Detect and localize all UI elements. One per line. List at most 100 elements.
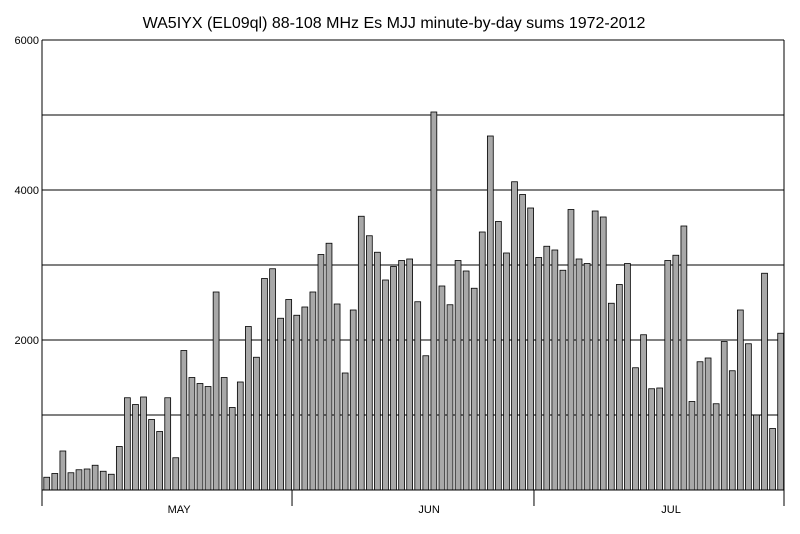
bar	[551, 249, 559, 491]
bar	[462, 270, 470, 491]
x-month-label: MAY	[168, 504, 192, 516]
bar	[648, 388, 655, 491]
x-month-labels: MAY JUN JUL	[168, 504, 681, 516]
bar	[503, 252, 510, 491]
bar	[349, 309, 357, 491]
bar	[519, 194, 526, 491]
bar	[567, 209, 575, 491]
bar	[293, 314, 301, 491]
bar	[188, 377, 196, 491]
bar	[591, 210, 599, 491]
bar	[438, 285, 446, 491]
bar	[664, 260, 672, 491]
bar	[737, 309, 744, 491]
bar	[511, 181, 518, 491]
bar	[720, 341, 728, 491]
bar	[51, 473, 59, 491]
bar	[277, 317, 284, 491]
bar	[245, 326, 252, 491]
chart-title: WA5IYX (EL09ql) 88-108 MHz Es MJJ minute…	[143, 15, 646, 32]
y-tick-label: 6000	[15, 35, 39, 47]
bar	[616, 284, 623, 491]
y-tick-label: 2000	[15, 335, 39, 347]
bar	[535, 257, 543, 491]
bar	[301, 306, 309, 491]
bar	[390, 266, 397, 491]
bar	[107, 473, 115, 491]
bar	[422, 355, 430, 491]
axes	[41, 40, 785, 506]
bar	[745, 343, 752, 491]
bars	[43, 111, 784, 491]
bar	[583, 263, 591, 491]
bar	[357, 215, 365, 491]
bar	[43, 476, 51, 491]
bar	[59, 450, 67, 491]
bar	[236, 381, 244, 491]
bar	[575, 258, 583, 491]
bar	[640, 334, 647, 491]
x-month-label: JUN	[418, 504, 439, 516]
bar	[382, 279, 389, 491]
bar	[180, 350, 188, 491]
bar	[220, 377, 228, 491]
bar	[398, 260, 405, 491]
bar	[680, 225, 688, 491]
bar	[172, 457, 180, 491]
bar	[99, 470, 107, 491]
bar	[672, 254, 680, 491]
bar	[632, 367, 639, 491]
bar	[454, 260, 462, 491]
bar	[91, 464, 99, 491]
bar	[446, 304, 454, 491]
x-month-label: JUL	[661, 504, 681, 516]
bar	[83, 468, 91, 491]
bar	[486, 135, 494, 491]
y-tick-label: 4000	[15, 185, 39, 197]
bar	[430, 111, 438, 491]
bar	[753, 414, 760, 491]
bar	[624, 263, 631, 491]
bar	[478, 231, 486, 491]
bar	[156, 431, 163, 491]
bar	[317, 254, 325, 491]
bar	[309, 291, 317, 491]
bar	[543, 245, 551, 491]
bar	[325, 242, 333, 491]
y-tick-labels: 2000 4000 6000	[15, 35, 39, 347]
bar	[599, 216, 607, 491]
bar	[148, 419, 155, 491]
bar	[470, 287, 478, 491]
bar	[777, 332, 784, 491]
bar	[728, 370, 736, 491]
bar	[140, 396, 147, 491]
bar	[269, 268, 276, 491]
bar	[374, 251, 381, 491]
bar	[688, 401, 696, 491]
bar	[527, 207, 534, 491]
bar	[285, 299, 293, 491]
bar	[124, 397, 131, 491]
bar	[75, 469, 83, 491]
bar	[196, 383, 204, 491]
bar	[204, 386, 212, 491]
bar	[769, 428, 776, 491]
bar	[67, 472, 75, 491]
bar	[712, 403, 720, 491]
bar	[656, 387, 664, 491]
bar	[212, 291, 220, 491]
bar	[333, 303, 341, 491]
bar	[607, 302, 615, 491]
bar	[228, 407, 236, 491]
bar	[253, 356, 260, 491]
bar	[341, 372, 349, 491]
bar	[696, 361, 704, 491]
bar	[164, 397, 172, 491]
bar	[406, 258, 414, 491]
bar	[414, 301, 422, 491]
bar	[132, 404, 139, 491]
bar	[115, 446, 123, 491]
bar	[559, 269, 567, 491]
bar	[261, 278, 268, 491]
